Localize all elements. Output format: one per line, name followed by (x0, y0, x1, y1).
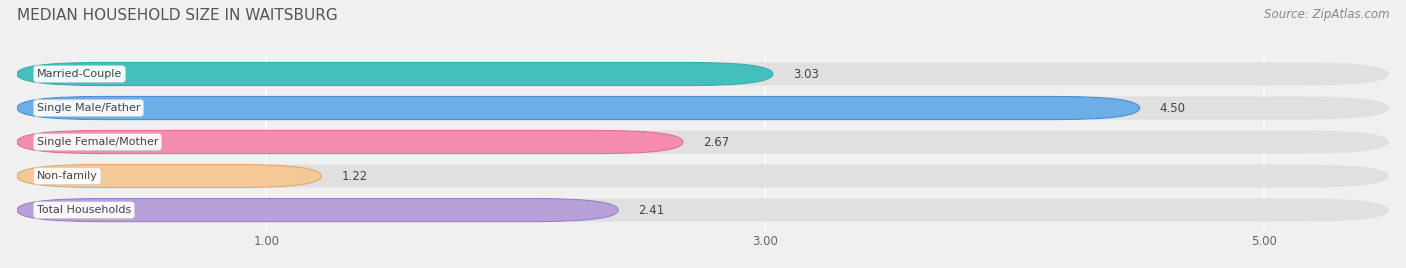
Text: Married-Couple: Married-Couple (37, 69, 122, 79)
FancyBboxPatch shape (17, 165, 1389, 188)
FancyBboxPatch shape (17, 96, 1140, 120)
FancyBboxPatch shape (17, 96, 1389, 120)
Text: MEDIAN HOUSEHOLD SIZE IN WAITSBURG: MEDIAN HOUSEHOLD SIZE IN WAITSBURG (17, 8, 337, 23)
Text: Total Households: Total Households (37, 205, 131, 215)
Text: Single Male/Father: Single Male/Father (37, 103, 141, 113)
FancyBboxPatch shape (17, 199, 619, 222)
Text: 2.67: 2.67 (703, 136, 730, 148)
FancyBboxPatch shape (17, 199, 1389, 222)
Text: Single Female/Mother: Single Female/Mother (37, 137, 159, 147)
FancyBboxPatch shape (17, 165, 321, 188)
Text: Non-family: Non-family (37, 171, 97, 181)
Text: 3.03: 3.03 (793, 68, 818, 80)
Text: Source: ZipAtlas.com: Source: ZipAtlas.com (1264, 8, 1389, 21)
Text: 1.22: 1.22 (342, 170, 367, 183)
Text: 4.50: 4.50 (1160, 102, 1185, 114)
FancyBboxPatch shape (17, 62, 773, 85)
FancyBboxPatch shape (17, 131, 683, 154)
FancyBboxPatch shape (17, 131, 1389, 154)
Text: 2.41: 2.41 (638, 204, 665, 217)
FancyBboxPatch shape (17, 62, 1389, 85)
